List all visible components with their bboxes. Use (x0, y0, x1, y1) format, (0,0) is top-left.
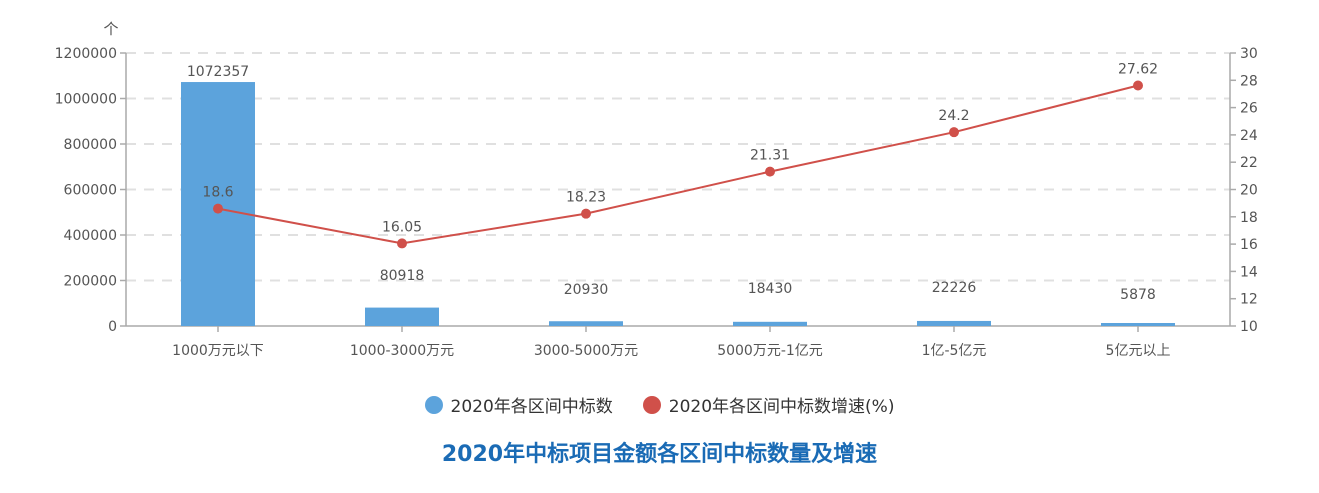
bar-data-label: 1072357 (187, 64, 249, 80)
left-axis-tick-label: 200000 (64, 274, 117, 290)
bar-data-label: 18430 (748, 281, 793, 297)
right-axis-tick-label: 26 (1240, 101, 1258, 117)
left-axis-tick-label: 400000 (64, 228, 117, 244)
right-axis-tick-label: 16 (1240, 237, 1258, 253)
x-axis-tick-label: 1000-3000万元 (350, 343, 454, 359)
line-data-label: 27.62 (1118, 61, 1158, 77)
line-data-label: 18.6 (202, 185, 233, 201)
line-data-label: 18.23 (566, 190, 606, 206)
right-axis-tick-label: 14 (1240, 264, 1258, 280)
bar-3[interactable] (549, 321, 623, 326)
right-axis-tick-label: 24 (1240, 128, 1258, 144)
line-point-1[interactable] (213, 203, 223, 214)
x-axis-tick-label: 3000-5000万元 (534, 343, 638, 359)
right-axis-tick-label: 22 (1240, 155, 1258, 171)
chart-svg: 0 200000 400000 600000 800000 1000000 1200000 1… (55, 20, 1258, 359)
bar-4[interactable] (733, 321, 807, 326)
bar-data-label: 80918 (380, 268, 425, 284)
bar-data-label: 22226 (932, 280, 977, 296)
bar-data-label: 5878 (1120, 287, 1156, 303)
line-series-path (217, 84, 1139, 245)
line-point-4[interactable] (765, 166, 775, 177)
left-axis-tick-label: 800000 (64, 137, 117, 153)
bar-2[interactable] (365, 307, 439, 326)
line-data-label: 21.31 (750, 148, 790, 164)
line-point-2[interactable] (397, 238, 407, 249)
x-axis-tick-label: 5亿元以上 (1106, 343, 1171, 359)
legend: 2020年各区间中标数 2020年各区间中标数增速(%) (0, 392, 1319, 417)
chart-title: 2020年中标项目金额各区间中标数量及增速 (441, 442, 878, 467)
line-data-label: 24.2 (938, 108, 969, 124)
x-axis-tick-label: 1亿-5亿元 (922, 343, 987, 359)
right-axis-tick-label: 28 (1240, 73, 1258, 89)
legend-item-line-series[interactable]: 2020年各区间中标数增速(%) (642, 392, 895, 417)
bar-data-label: 20930 (564, 282, 609, 298)
legend-marker-bar-series (424, 395, 443, 414)
left-axis-unit-label: 个 (103, 20, 118, 38)
legend-marker-line-series (642, 395, 661, 414)
left-axis-tick-label: 1000000 (55, 92, 117, 108)
right-axis-tick-label: 12 (1240, 292, 1258, 308)
line-point-5[interactable] (949, 127, 959, 138)
right-axis-tick-label: 20 (1240, 183, 1258, 199)
bar-5[interactable] (917, 320, 991, 326)
line-point-6[interactable] (1133, 80, 1143, 91)
left-axis-tick-label: 1200000 (55, 46, 117, 62)
left-axis-tick-label: 600000 (64, 183, 117, 199)
legend-label-bar-series: 2020年各区间中标数 (450, 397, 613, 417)
left-axis-tick-label: 0 (108, 319, 117, 335)
right-axis-tick-label: 18 (1240, 210, 1258, 226)
x-axis-tick-label: 5000万元-1亿元 (717, 343, 823, 359)
line-point-3[interactable] (581, 208, 591, 219)
legend-label-line-series: 2020年各区间中标数增速(%) (668, 397, 895, 417)
bar-6[interactable] (1101, 323, 1175, 326)
right-axis-tick-label: 30 (1240, 46, 1258, 62)
line-data-label: 16.05 (382, 219, 422, 235)
right-axis-tick-label: 10 (1240, 319, 1258, 335)
legend-item-bar-series[interactable]: 2020年各区间中标数 (424, 392, 613, 417)
x-axis-tick-label: 1000万元以下 (172, 343, 264, 359)
